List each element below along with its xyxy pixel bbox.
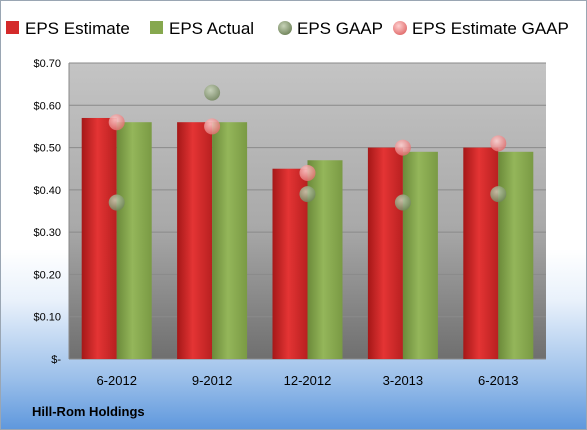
x-tick-label: 12-2012 bbox=[284, 373, 332, 388]
bar-eps-actual bbox=[116, 122, 152, 359]
point-eps-gaap bbox=[394, 194, 411, 211]
legend-label: EPS Actual bbox=[169, 19, 254, 38]
y-tick-label: $0.10 bbox=[33, 312, 61, 324]
x-tick-label: 3-2013 bbox=[383, 373, 423, 388]
y-tick-label: $- bbox=[51, 354, 61, 366]
legend-item: EPS Actual bbox=[150, 19, 254, 38]
bar-eps-estimate bbox=[272, 168, 308, 359]
x-tick-label: 6-2012 bbox=[96, 373, 136, 388]
point-eps-gaap bbox=[299, 186, 316, 203]
point-eps-gaap bbox=[204, 84, 221, 101]
y-tick-label: $0.20 bbox=[33, 269, 61, 281]
y-tick-label: $0.30 bbox=[33, 227, 61, 239]
legend-label: EPS Estimate bbox=[25, 19, 130, 38]
legend-swatch bbox=[150, 21, 163, 34]
y-tick-label: $0.70 bbox=[33, 58, 61, 70]
point-eps-estimate-gaap bbox=[299, 164, 316, 181]
point-eps-estimate-gaap bbox=[204, 118, 221, 135]
bar-eps-estimate bbox=[367, 147, 403, 359]
point-eps-gaap bbox=[490, 186, 507, 203]
legend-item: EPS GAAP bbox=[278, 19, 383, 38]
legend-label: EPS GAAP bbox=[297, 19, 383, 38]
point-eps-estimate-gaap bbox=[108, 114, 125, 131]
legend-swatch bbox=[278, 21, 292, 35]
legend-swatch bbox=[6, 21, 19, 34]
point-eps-estimate-gaap bbox=[394, 139, 411, 156]
x-tick-label: 9-2012 bbox=[192, 373, 232, 388]
legend-label: EPS Estimate GAAP bbox=[412, 19, 569, 38]
y-tick-label: $0.50 bbox=[33, 143, 61, 155]
y-tick-label: $0.60 bbox=[33, 100, 61, 112]
footer-label: Hill-Rom Holdings bbox=[32, 404, 145, 419]
bar-eps-actual bbox=[212, 122, 248, 359]
bar-eps-estimate bbox=[81, 117, 117, 359]
x-tick-label: 6-2013 bbox=[478, 373, 518, 388]
bar-eps-actual bbox=[498, 151, 534, 359]
bar-eps-estimate bbox=[463, 147, 499, 359]
legend-item: EPS Estimate bbox=[6, 19, 130, 38]
legend-swatch bbox=[393, 21, 407, 35]
bar-eps-estimate bbox=[177, 122, 213, 359]
y-tick-label: $0.40 bbox=[33, 185, 61, 197]
point-eps-gaap bbox=[108, 194, 125, 211]
bar-eps-actual bbox=[402, 151, 438, 359]
legend-item: EPS Estimate GAAP bbox=[393, 19, 569, 38]
point-eps-estimate-gaap bbox=[490, 135, 507, 152]
